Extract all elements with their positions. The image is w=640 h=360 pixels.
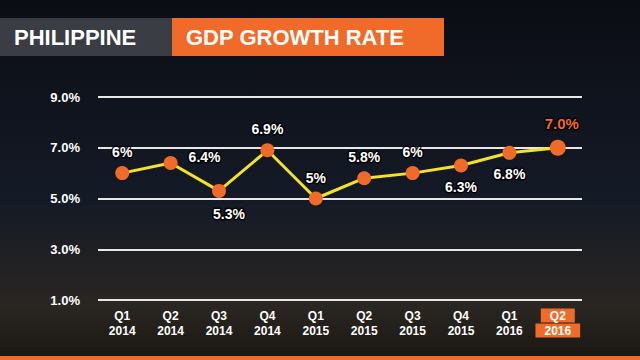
svg-text:7.0%: 7.0%	[50, 140, 80, 155]
svg-text:6.8%: 6.8%	[493, 166, 525, 182]
svg-text:Q2: Q2	[356, 309, 372, 323]
svg-text:Q4: Q4	[259, 309, 275, 323]
svg-text:Q4: Q4	[453, 309, 469, 323]
svg-text:5.3%: 5.3%	[213, 206, 245, 222]
svg-text:Q1: Q1	[308, 309, 324, 323]
svg-text:2016: 2016	[496, 324, 523, 338]
svg-text:Q1: Q1	[501, 309, 517, 323]
svg-text:7.0%: 7.0%	[545, 115, 579, 132]
svg-text:2016: 2016	[544, 324, 571, 338]
svg-text:5%: 5%	[306, 170, 327, 186]
svg-text:2014: 2014	[157, 324, 184, 338]
svg-text:2015: 2015	[302, 324, 329, 338]
svg-text:6%: 6%	[112, 144, 133, 160]
svg-text:Q2: Q2	[163, 309, 179, 323]
svg-text:GDP GROWTH RATE: GDP GROWTH RATE	[186, 25, 404, 50]
svg-text:2014: 2014	[206, 324, 233, 338]
svg-text:2015: 2015	[399, 324, 426, 338]
svg-text:Q2: Q2	[550, 309, 566, 323]
svg-text:6%: 6%	[402, 144, 423, 160]
svg-text:Q1: Q1	[114, 309, 130, 323]
svg-text:Q3: Q3	[405, 309, 421, 323]
svg-text:6.9%: 6.9%	[251, 121, 283, 137]
svg-text:5.8%: 5.8%	[348, 149, 380, 165]
svg-text:5.0%: 5.0%	[50, 191, 80, 206]
svg-text:2014: 2014	[109, 324, 136, 338]
svg-text:6.3%: 6.3%	[445, 179, 477, 195]
svg-text:1.0%: 1.0%	[50, 293, 80, 308]
svg-text:PHILIPPINE: PHILIPPINE	[14, 25, 136, 50]
svg-text:2015: 2015	[448, 324, 475, 338]
svg-text:2015: 2015	[351, 324, 378, 338]
svg-text:3.0%: 3.0%	[50, 242, 80, 257]
svg-text:6.4%: 6.4%	[189, 149, 221, 165]
svg-text:9.0%: 9.0%	[50, 90, 80, 105]
svg-text:2014: 2014	[254, 324, 281, 338]
svg-text:Q3: Q3	[211, 309, 227, 323]
